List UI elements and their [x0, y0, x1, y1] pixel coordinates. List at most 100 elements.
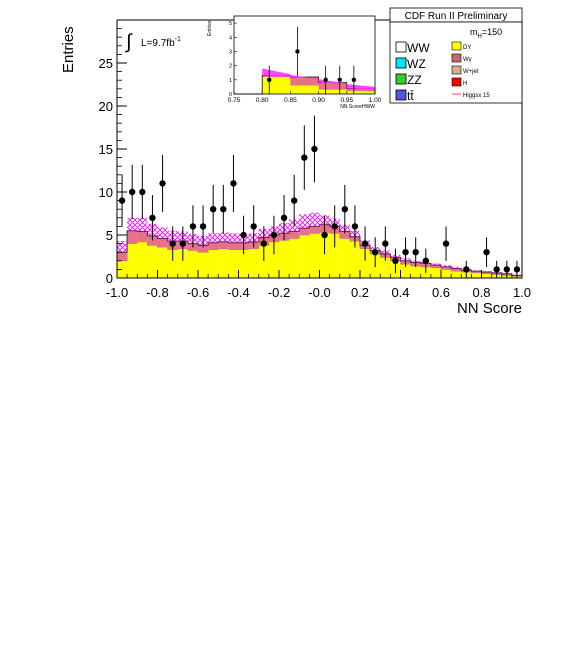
inset-y-tick-label: 0 — [229, 92, 232, 98]
dy-bar — [441, 269, 452, 278]
higgs-band-bar — [208, 233, 219, 243]
higgs-band-bar — [228, 233, 239, 243]
data-point — [371, 249, 379, 256]
dy-bar — [360, 248, 371, 278]
higgs-band-bar — [137, 217, 148, 232]
inset-x-tick-label: 0.75 — [228, 97, 241, 104]
y-tick-label: 15 — [99, 142, 113, 157]
dy-bar — [228, 249, 239, 278]
inset-dy-bar — [346, 91, 375, 94]
dy-bar — [319, 232, 330, 278]
dy-bar — [218, 248, 229, 278]
inset-x-tick-label: 0.80 — [256, 97, 269, 104]
y-tick-label: 25 — [99, 56, 113, 71]
higgs-band-bar — [309, 212, 320, 227]
higgs-band-bar — [441, 265, 452, 267]
data-point — [280, 214, 288, 221]
dy-bar — [238, 249, 249, 278]
data-point — [149, 214, 156, 221]
dy-bar — [258, 245, 269, 278]
x-tick-label: -0.4 — [227, 285, 249, 300]
inset-x-tick-label: 0.95 — [340, 97, 353, 104]
wgamma-bar — [218, 241, 229, 249]
legend-swatch — [395, 41, 407, 53]
legend-swatch — [451, 53, 462, 63]
data-point — [250, 223, 257, 230]
legend-left-column: WW WZ ZZ tt̄ — [395, 41, 430, 103]
inset-y-tick-label: 3 — [229, 49, 232, 55]
dy-bar — [117, 260, 128, 278]
legend-box — [389, 21, 523, 104]
y-tick-label: 10 — [99, 185, 113, 200]
integral-symbol: ∫ — [125, 31, 133, 53]
wgamma-bar — [471, 271, 482, 273]
wgamma-bar — [137, 231, 148, 242]
inset-dy-bar — [290, 85, 319, 94]
wgamma-bar — [157, 238, 168, 248]
inset-dy-bar — [262, 76, 291, 94]
dy-bar — [198, 252, 209, 278]
data-point — [128, 188, 136, 196]
y-tick-label: 20 — [99, 99, 113, 114]
x-tick-label: 0.6 — [432, 285, 450, 300]
dy-bar — [430, 267, 441, 278]
legend-label: DY — [463, 45, 471, 51]
legend-swatch — [451, 41, 462, 51]
legend-label: Wγ — [463, 57, 472, 63]
data-point — [209, 206, 217, 213]
data-point — [341, 206, 349, 213]
higgs-band-bar — [157, 227, 168, 239]
main-axes: -1.0 -0.8 -0.6 -0.4 -0.2 -0.0 0.2 0.4 0.6 0.8 1.00… — [99, 19, 531, 300]
wgamma-bar — [430, 265, 441, 268]
data-point — [230, 180, 237, 187]
legend-swatch — [451, 65, 462, 75]
data-point — [351, 223, 359, 230]
x-tick-label: -0.8 — [146, 285, 168, 300]
legend-swatch — [395, 73, 407, 85]
higgs-band-bar — [117, 241, 128, 253]
dy-bar — [248, 248, 259, 278]
inset-dy-bar — [318, 89, 347, 94]
x-tick-label: -1.0 — [106, 285, 128, 300]
inset-y-tick-label: 4 — [229, 35, 232, 41]
dy-bar — [339, 238, 350, 278]
inset-higgs-band-segment — [290, 74, 319, 80]
legend-label: W+jet — [463, 69, 479, 75]
x-tick-label: 1.0 — [513, 285, 531, 300]
higgs-band-bar — [127, 217, 138, 231]
data-point — [422, 257, 430, 264]
inset-x-tick-label: 1.00 — [369, 97, 382, 104]
inset-y-tick-label: 5 — [229, 21, 232, 27]
x-tick-label: -0.2 — [268, 285, 290, 300]
data-point — [260, 240, 268, 247]
data-point — [402, 249, 409, 256]
higgs-band-bar — [481, 271, 492, 272]
x-tick-label: -0.6 — [187, 285, 209, 300]
data-point — [361, 240, 369, 247]
dy-bar — [349, 241, 360, 278]
inset-wgamma-bar — [346, 88, 375, 92]
data-point — [382, 240, 389, 247]
data-point — [179, 240, 187, 247]
dy-bar — [309, 233, 320, 278]
x-tick-label: 0.2 — [351, 285, 369, 300]
data-point — [392, 257, 399, 264]
wgamma-bar — [127, 230, 138, 244]
inset-x-tick-label: 0.90 — [312, 97, 325, 104]
dy-bar — [481, 273, 492, 278]
inset-data-points — [267, 26, 357, 94]
dy-bar — [400, 264, 411, 278]
inset-data-point — [337, 77, 342, 83]
legend-label: Higgsx 15 — [463, 93, 490, 99]
higgs-band-bar — [299, 214, 310, 229]
dy-bar — [208, 249, 219, 278]
data-point — [169, 240, 176, 247]
legend-label: WW — [407, 41, 430, 55]
wgamma-bar — [208, 242, 219, 250]
dy-bar — [147, 245, 158, 278]
inset-frame — [233, 15, 376, 95]
dy-bar — [279, 240, 290, 278]
data-point — [442, 240, 450, 247]
dy-bar — [451, 271, 462, 278]
data-point — [118, 197, 126, 204]
